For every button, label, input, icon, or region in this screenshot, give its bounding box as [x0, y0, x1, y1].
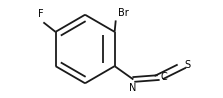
Text: S: S — [184, 60, 190, 70]
Text: F: F — [38, 9, 43, 19]
Text: Br: Br — [118, 8, 129, 18]
Text: N: N — [129, 83, 136, 93]
Text: C: C — [161, 72, 168, 82]
